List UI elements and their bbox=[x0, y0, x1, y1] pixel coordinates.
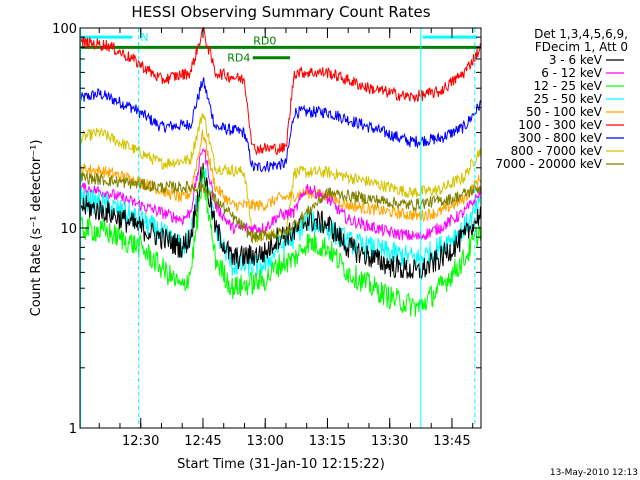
x-tick-label: 12:45 bbox=[184, 434, 221, 449]
y-tick-label: 1 bbox=[69, 422, 77, 437]
legend-entry-label: 12 - 25 keV bbox=[534, 79, 603, 93]
legend-header: Det 1,3,4,5,6,9, bbox=[534, 27, 628, 41]
state-bar-label: N bbox=[140, 31, 148, 44]
series-line bbox=[79, 162, 481, 281]
series-line bbox=[79, 169, 481, 317]
series-line bbox=[79, 129, 481, 223]
legend-entry-label: 7000 - 20000 keV bbox=[495, 157, 602, 171]
axes: 1 10 100 12:30 12:45 13:00 13:15 13:30 13:45 bbox=[52, 22, 481, 449]
legend-entry-label: 25 - 50 keV bbox=[534, 92, 603, 106]
legend-entry-label: 300 - 800 keV bbox=[518, 131, 602, 145]
y-tick-label: 100 bbox=[52, 22, 77, 37]
series-line bbox=[79, 167, 481, 277]
series-line bbox=[79, 148, 481, 241]
legend-header: FDecim 1, Att 0 bbox=[535, 40, 628, 54]
legend-entry-label: 3 - 6 keV bbox=[549, 53, 603, 67]
x-tick-label: 13:00 bbox=[246, 434, 283, 449]
x-tick-label: 13:15 bbox=[309, 434, 346, 449]
series-lines bbox=[79, 26, 481, 317]
footer-timestamp: 13-May-2010 12:13 bbox=[550, 468, 638, 478]
x-axis-label: Start Time (31-Jan-10 12:15:22) bbox=[177, 457, 385, 472]
legend-entry-label: 800 - 7000 keV bbox=[511, 144, 603, 158]
y-tick-label: 10 bbox=[60, 222, 77, 237]
x-tick-label: 13:30 bbox=[371, 434, 408, 449]
series-line bbox=[79, 77, 481, 173]
y-axis-label: Count Rate (s⁻¹ detector⁻¹) bbox=[29, 140, 44, 317]
series-line bbox=[79, 26, 481, 156]
series-line bbox=[79, 172, 481, 244]
state-bar-label: RD0 bbox=[253, 34, 276, 47]
x-tick-label: 13:45 bbox=[433, 434, 470, 449]
legend: Det 1,3,4,5,6,9,FDecim 1, Att 03 - 6 keV… bbox=[495, 27, 628, 171]
x-tick-label: 12:30 bbox=[122, 434, 159, 449]
state-bar-label: RD4 bbox=[227, 52, 250, 65]
legend-entry-label: 100 - 300 keV bbox=[518, 118, 602, 132]
chart-title: HESSI Observing Summary Count Rates bbox=[131, 3, 430, 21]
legend-entry-label: 50 - 100 keV bbox=[526, 105, 603, 119]
legend-entry-label: 6 - 12 keV bbox=[541, 66, 603, 80]
